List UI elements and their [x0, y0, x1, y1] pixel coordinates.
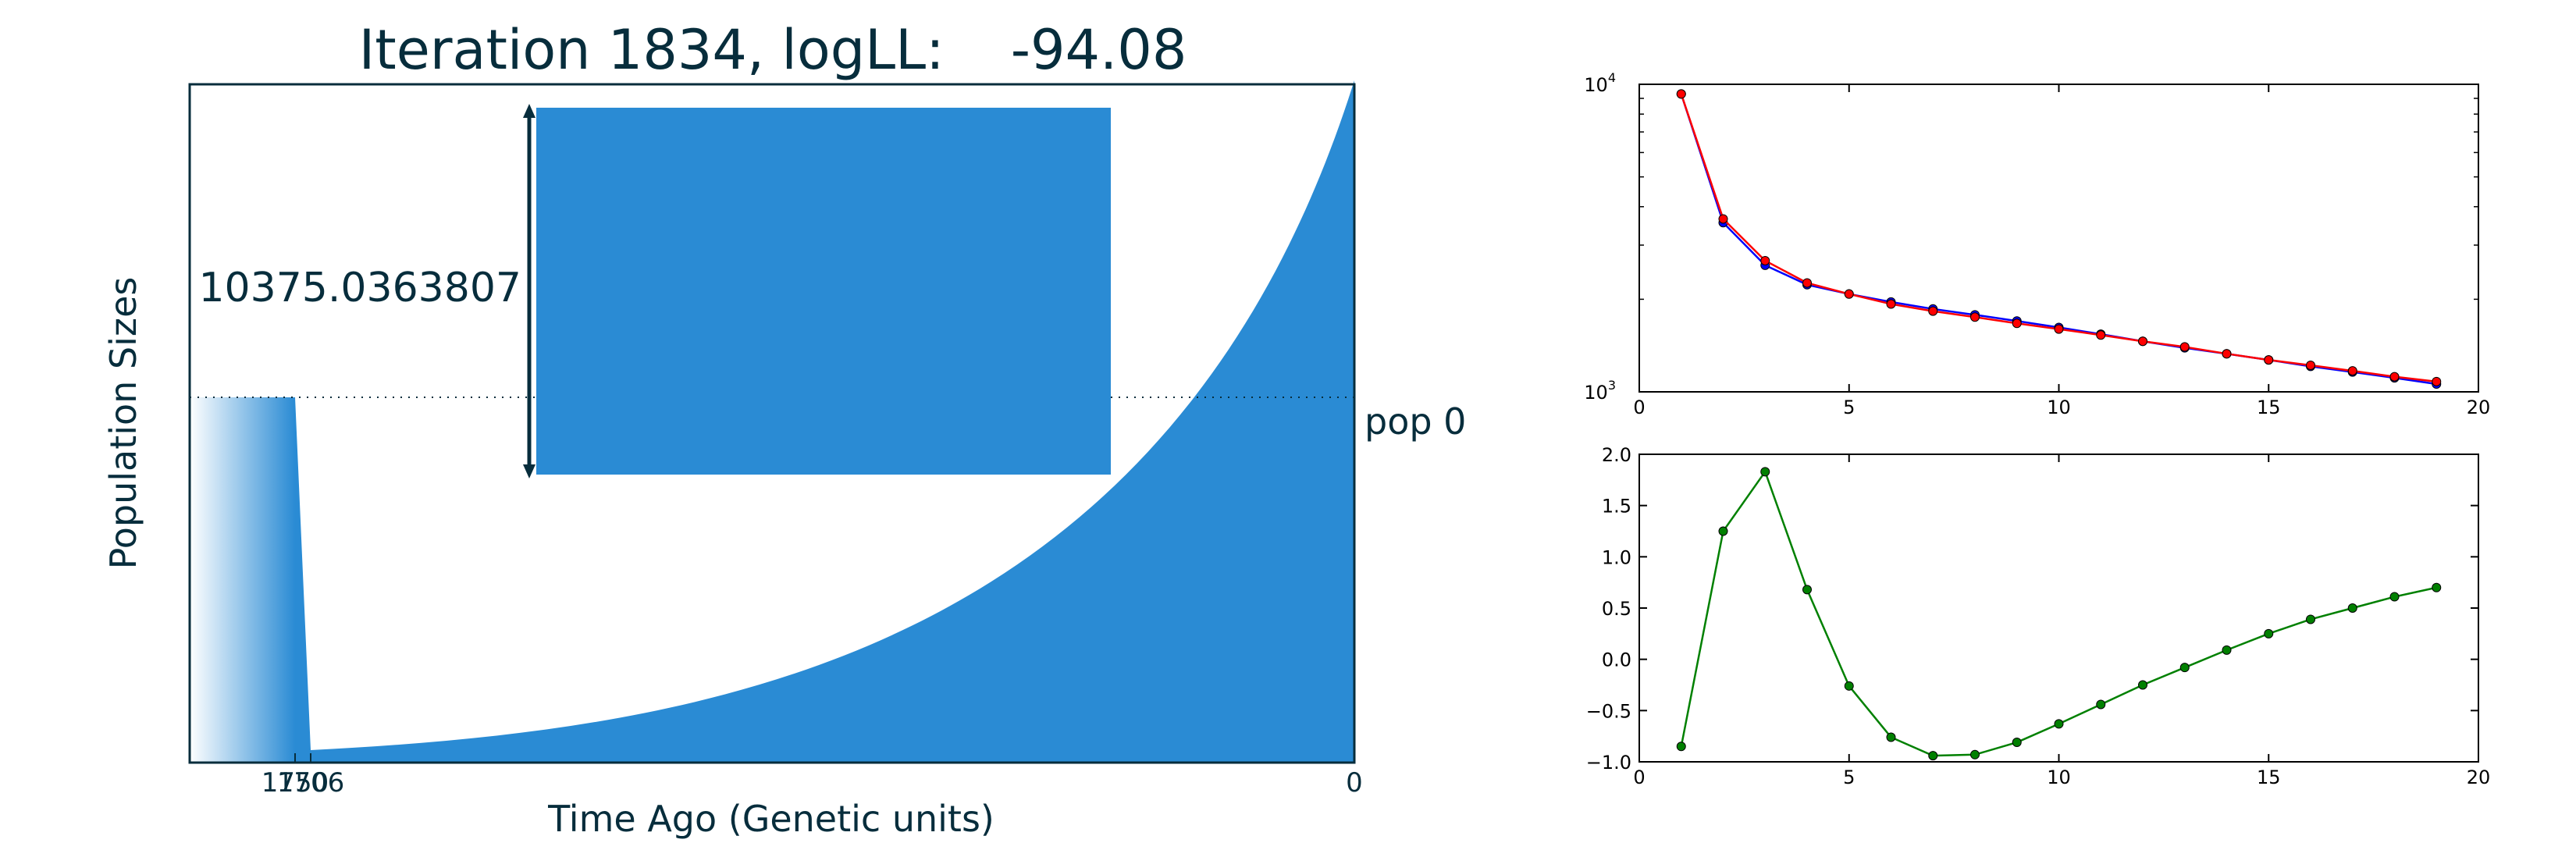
data-point-green: [1886, 732, 1896, 742]
y-tick-label: −0.5: [1586, 700, 1631, 722]
data-point-red: [2389, 372, 2400, 382]
x-tick-label: 0: [1633, 397, 1645, 418]
data-point-green: [2389, 592, 2400, 602]
y-tick-label: 104: [1584, 70, 1616, 96]
data-point-red: [2347, 366, 2357, 376]
y-tick-label: 0.5: [1602, 598, 1631, 620]
scale-bar: [536, 108, 1111, 475]
data-point-green: [2138, 680, 2147, 690]
data-point-green: [2432, 582, 2442, 592]
x-tick-label: 5: [1843, 397, 1855, 418]
x-tick-label: 1750: [262, 767, 329, 799]
x-tick-label: 5: [1843, 767, 1855, 788]
x-axis-label: Time Ago (Genetic units): [547, 798, 994, 840]
data-point-green: [2222, 645, 2232, 655]
series-line-blue: [1680, 94, 2437, 386]
data-point-green: [1676, 742, 1686, 752]
population-growth-area: [295, 80, 1354, 763]
data-point-red: [1970, 312, 1980, 322]
y-tick-label: −1.0: [1586, 752, 1631, 774]
data-point-green: [1760, 467, 1770, 477]
data-point-green: [1970, 749, 1980, 759]
x-tick-label: 0: [1346, 767, 1363, 799]
log-line-chart: 0 5 10 15 20 103 104: [1584, 70, 2490, 418]
data-point-red: [2432, 376, 2442, 386]
data-point-green: [1928, 751, 1938, 761]
data-point-green: [1802, 585, 1812, 595]
data-point-red: [2179, 342, 2190, 352]
x-tick-label: 15: [2257, 397, 2281, 418]
data-point-red: [2096, 330, 2106, 340]
x-tick-label: 20: [2467, 397, 2491, 418]
top-axes-frame: [1638, 84, 2479, 393]
data-point-red: [2264, 355, 2274, 365]
x-tick-label: 10: [2047, 767, 2071, 788]
data-point-red: [1760, 255, 1770, 265]
data-point-red: [2222, 349, 2232, 359]
data-point-red: [1844, 289, 1854, 299]
data-point-green: [1718, 526, 1728, 536]
data-point-green: [2347, 603, 2357, 613]
data-point-red: [1886, 299, 1896, 309]
x-tick-label: 1706: [277, 767, 345, 799]
y-tick-label: 103: [1584, 378, 1616, 404]
data-point-red: [1928, 306, 1938, 316]
data-point-red: [2012, 318, 2022, 329]
data-point-red: [1676, 89, 1686, 99]
data-point-green: [2012, 738, 2022, 748]
y-tick-label: 1.5: [1602, 496, 1631, 518]
series-line-green: [1680, 469, 2437, 757]
data-point-green: [2264, 628, 2274, 638]
data-point-red: [2306, 360, 2315, 370]
data-point-red: [2138, 336, 2147, 347]
linear-line-chart: 0 5 10 15 20 −1.0 −0.5 0.0 0.5 1.0 1.5 2.0: [1586, 444, 2491, 788]
series-line-red: [1680, 94, 2437, 383]
x-tick-label: 0: [1633, 767, 1645, 788]
ancient-population-fade: [190, 397, 295, 763]
x-tick-label: 20: [2467, 767, 2491, 788]
scale-value-label: 10375.0363807: [198, 265, 521, 311]
chart-title: Iteration 1834, logLL: -94.08: [359, 18, 1187, 82]
data-point-red: [2054, 324, 2064, 334]
data-point-green: [2306, 614, 2315, 624]
y-axis-label: Population Sizes: [102, 277, 144, 570]
y-tick-label: 1.0: [1602, 546, 1631, 568]
demography-chart: Iteration 1834, logLL: -94.08 Population …: [102, 18, 1466, 840]
data-point-green: [2179, 663, 2190, 673]
data-point-green: [2096, 699, 2106, 710]
x-tick-label: 15: [2257, 767, 2281, 788]
data-point-green: [1844, 681, 1854, 691]
data-point-red: [1802, 278, 1812, 288]
main-axes-frame: [188, 83, 1356, 764]
scale-arrow: [523, 104, 535, 478]
data-point-green: [2054, 719, 2064, 729]
reference-line-label: pop 0: [1364, 400, 1466, 443]
data-point-red: [1718, 214, 1728, 224]
y-tick-label: 2.0: [1602, 444, 1631, 466]
x-tick-label: 10: [2047, 397, 2071, 418]
y-tick-label: 0.0: [1602, 649, 1631, 671]
